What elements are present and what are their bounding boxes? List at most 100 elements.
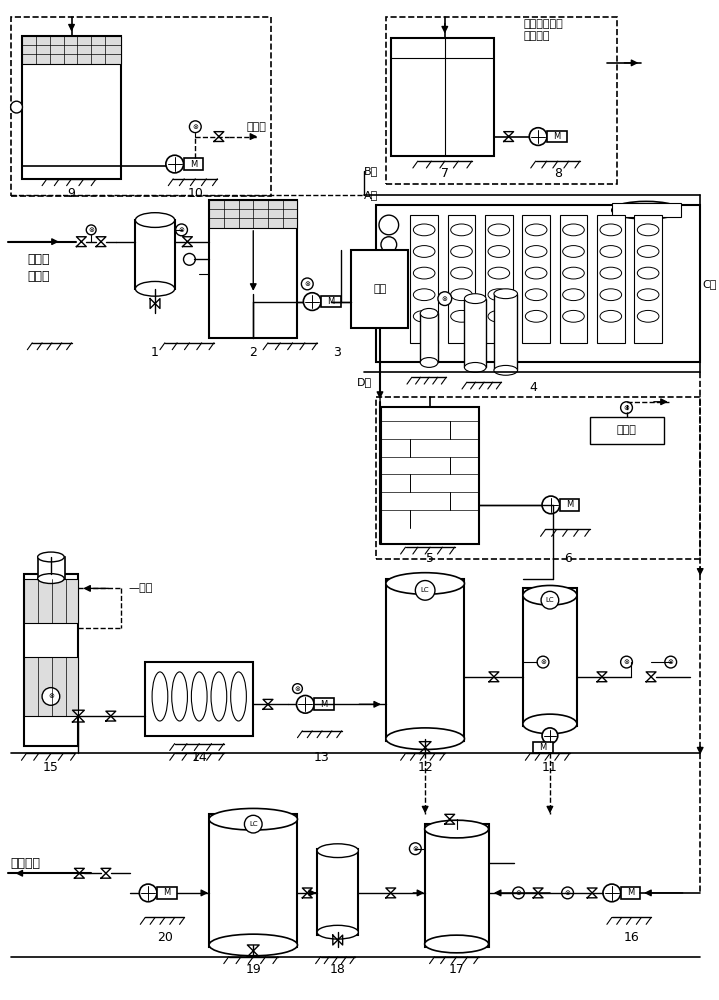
Text: 10: 10 — [188, 187, 203, 200]
Bar — [209, 814, 298, 947]
Circle shape — [620, 402, 633, 414]
Bar — [314, 698, 334, 710]
Text: LC: LC — [421, 587, 429, 593]
Circle shape — [244, 815, 262, 833]
Text: 去车间: 去车间 — [617, 425, 636, 435]
Bar — [22, 36, 121, 64]
Bar — [420, 313, 438, 362]
Bar — [559, 215, 587, 343]
Ellipse shape — [37, 574, 64, 583]
Ellipse shape — [523, 714, 577, 734]
Circle shape — [166, 155, 183, 173]
Bar — [22, 36, 121, 179]
Bar — [464, 299, 486, 367]
Text: M: M — [566, 500, 573, 509]
Circle shape — [542, 728, 558, 744]
Text: ⊗: ⊗ — [413, 846, 418, 852]
Text: 碱进液: 碱进液 — [27, 270, 50, 283]
Ellipse shape — [386, 728, 464, 749]
Bar — [533, 742, 553, 753]
Text: ⊗: ⊗ — [516, 890, 521, 896]
Bar — [376, 397, 700, 559]
Text: B路: B路 — [365, 166, 378, 176]
Bar — [448, 215, 475, 343]
Ellipse shape — [464, 294, 486, 304]
Circle shape — [11, 101, 22, 113]
Bar — [391, 38, 494, 156]
Bar — [547, 131, 567, 142]
Text: 18: 18 — [330, 963, 346, 976]
Ellipse shape — [420, 358, 438, 367]
Text: 12: 12 — [417, 761, 433, 774]
Circle shape — [379, 215, 398, 235]
Ellipse shape — [317, 844, 358, 858]
Text: A路: A路 — [365, 190, 378, 200]
Circle shape — [183, 253, 196, 265]
Circle shape — [438, 292, 452, 306]
Bar — [11, 17, 271, 196]
Circle shape — [665, 656, 677, 668]
Bar — [183, 158, 203, 170]
Bar — [381, 407, 479, 544]
Text: M: M — [627, 888, 634, 897]
Bar — [590, 417, 664, 444]
Bar — [634, 215, 662, 343]
Text: M: M — [321, 700, 328, 709]
Text: 水池: 水池 — [373, 284, 387, 294]
Circle shape — [175, 224, 188, 236]
Text: 车间淡: 车间淡 — [27, 253, 50, 266]
Circle shape — [296, 695, 314, 713]
Text: 回锅炉房: 回锅炉房 — [523, 31, 550, 41]
Circle shape — [529, 128, 547, 145]
Ellipse shape — [612, 201, 681, 219]
Bar — [523, 215, 550, 343]
Text: ⊗: ⊗ — [304, 281, 310, 287]
Bar — [523, 588, 577, 726]
Text: M: M — [539, 743, 546, 752]
Ellipse shape — [386, 573, 464, 594]
Circle shape — [603, 884, 620, 902]
Bar — [317, 849, 358, 935]
Text: 4: 4 — [529, 381, 537, 394]
Text: ⊗: ⊗ — [295, 686, 301, 692]
Circle shape — [383, 271, 395, 283]
Circle shape — [139, 884, 157, 902]
Circle shape — [620, 656, 633, 668]
Ellipse shape — [135, 281, 175, 296]
Bar — [376, 205, 700, 362]
Text: 5: 5 — [426, 552, 434, 565]
Bar — [352, 250, 408, 328]
Text: ⊗: ⊗ — [668, 659, 674, 665]
Text: ⊗: ⊗ — [88, 227, 94, 233]
Text: —臭氧: —臭氧 — [129, 583, 153, 593]
Bar — [425, 824, 489, 947]
Ellipse shape — [523, 585, 577, 605]
Bar — [24, 579, 78, 623]
Ellipse shape — [317, 925, 358, 939]
Text: 生蒸汽冷却水: 生蒸汽冷却水 — [523, 19, 563, 29]
Circle shape — [416, 581, 435, 600]
Circle shape — [301, 278, 313, 290]
Text: 19: 19 — [245, 963, 261, 976]
Bar — [494, 294, 518, 370]
Circle shape — [293, 684, 303, 694]
Text: 16: 16 — [623, 931, 639, 944]
Circle shape — [409, 843, 421, 855]
Text: 17: 17 — [449, 963, 464, 976]
Text: 20: 20 — [157, 931, 173, 944]
Bar — [38, 557, 65, 579]
Bar — [620, 887, 641, 899]
Circle shape — [513, 887, 524, 899]
Ellipse shape — [135, 213, 175, 227]
Text: M: M — [163, 888, 170, 897]
Ellipse shape — [425, 820, 488, 838]
Text: 浓碱出液: 浓碱出液 — [11, 857, 41, 870]
Text: 1: 1 — [151, 346, 159, 359]
Text: 14: 14 — [191, 751, 207, 764]
Bar — [145, 662, 253, 736]
Text: LC: LC — [249, 821, 257, 827]
Text: 6: 6 — [564, 552, 572, 565]
Text: 11: 11 — [542, 761, 558, 774]
Text: 2: 2 — [249, 346, 257, 359]
Bar — [386, 579, 464, 741]
